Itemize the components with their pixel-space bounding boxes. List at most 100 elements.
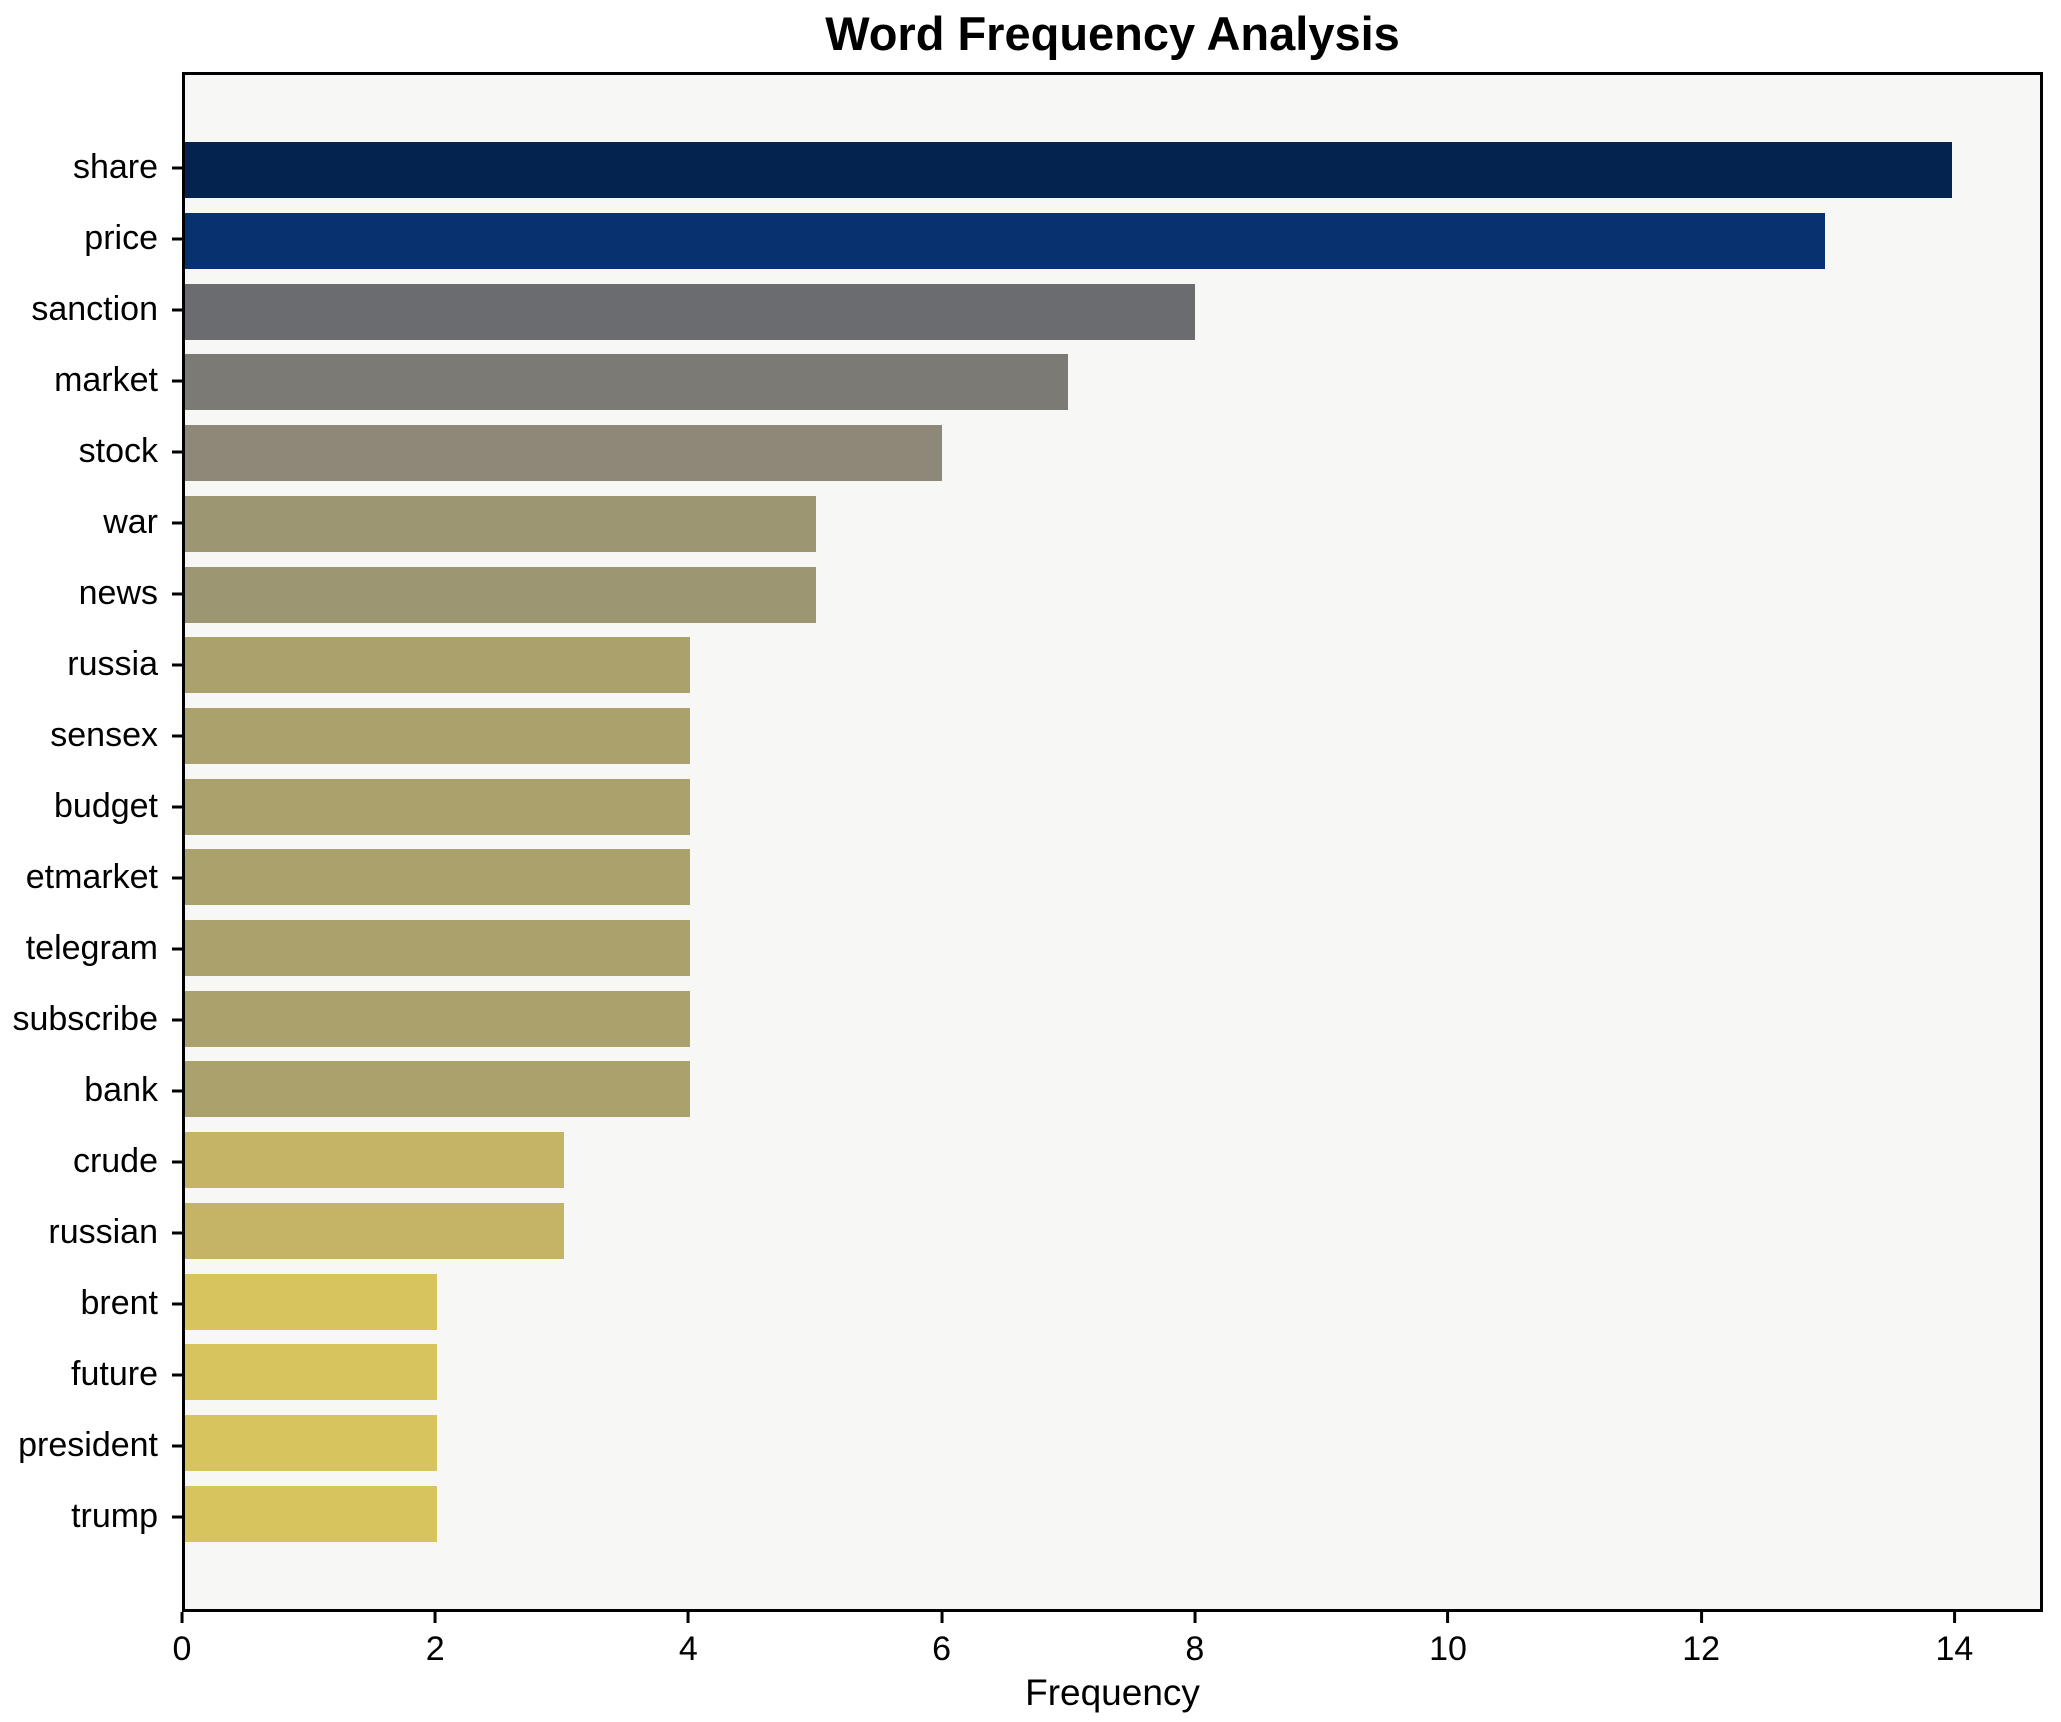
y-tick-row-subscribe: subscribe	[0, 984, 182, 1055]
y-tick-label-president: president	[18, 1426, 158, 1464]
x-tick-14: 14	[1935, 1612, 1973, 1669]
bar-row-sensex	[185, 701, 2040, 772]
y-tick-row-share: share	[0, 132, 182, 203]
y-tick-row-war: war	[0, 487, 182, 558]
bar-row-market	[185, 347, 2040, 418]
bar-crude	[185, 1132, 564, 1189]
y-tick-label-sanction: sanction	[31, 290, 158, 328]
bars-container	[185, 75, 2040, 1609]
bar-row-sanction	[185, 276, 2040, 347]
x-tick-mark	[940, 1612, 944, 1623]
bar-row-price	[185, 206, 2040, 277]
y-tick-mark	[172, 1515, 182, 1518]
x-tick-label-0: 0	[172, 1630, 192, 1668]
bar-row-trump	[185, 1478, 2040, 1549]
x-tick-mark	[1193, 1612, 1197, 1623]
bar-trump	[185, 1485, 438, 1542]
bar-bank	[185, 1061, 690, 1118]
bar-stock	[185, 425, 943, 482]
x-tick-label-6: 6	[932, 1630, 952, 1668]
x-tick-label-10: 10	[1429, 1630, 1467, 1668]
bar-russian	[185, 1202, 564, 1259]
y-tick-label-budget: budget	[54, 787, 158, 825]
y-tick-mark	[172, 1018, 182, 1021]
y-tick-mark	[172, 166, 182, 169]
y-tick-row-trump: trump	[0, 1481, 182, 1552]
y-tick-label-russian: russian	[48, 1213, 158, 1251]
bar-budget	[185, 778, 690, 835]
y-tick-mark	[172, 734, 182, 737]
bar-sensex	[185, 707, 690, 764]
x-tick-10: 10	[1429, 1612, 1467, 1669]
y-tick-label-telegram: telegram	[25, 929, 158, 967]
x-tick-label-14: 14	[1935, 1630, 1974, 1668]
y-tick-label-brent: brent	[80, 1284, 159, 1322]
y-tick-row-sanction: sanction	[0, 274, 182, 345]
y-tick-mark	[172, 237, 182, 240]
bar-row-subscribe	[185, 983, 2040, 1054]
chart-title: Word Frequency Analysis	[825, 7, 1400, 60]
y-tick-mark	[172, 876, 182, 879]
y-tick-row-future: future	[0, 1339, 182, 1410]
y-tick-mark	[172, 450, 182, 453]
bar-future	[185, 1344, 438, 1401]
x-tick-label-8: 8	[1185, 1630, 1205, 1668]
bar-war	[185, 495, 816, 552]
y-tick-label-etmarket: etmarket	[25, 858, 158, 896]
y-tick-label-price: price	[84, 219, 158, 257]
x-tick-4: 4	[679, 1612, 698, 1669]
bar-row-brent	[185, 1266, 2040, 1337]
y-tick-label-war: war	[103, 503, 158, 541]
y-tick-row-news: news	[0, 558, 182, 629]
bar-etmarket	[185, 849, 690, 906]
bar-price	[185, 213, 1826, 270]
y-tick-label-sensex: sensex	[50, 716, 158, 754]
y-tick-mark	[172, 1231, 182, 1234]
y-tick-label-market: market	[54, 361, 158, 399]
y-tick-mark	[172, 1444, 182, 1447]
y-tick-label-russia: russia	[67, 645, 158, 683]
bar-row-crude	[185, 1125, 2040, 1196]
bar-president	[185, 1415, 438, 1471]
x-tick-mark	[433, 1612, 437, 1623]
y-tick-row-budget: budget	[0, 771, 182, 842]
y-tick-label-trump: trump	[71, 1497, 158, 1535]
bar-market	[185, 354, 1069, 411]
bar-row-war	[185, 489, 2040, 560]
x-tick-label-12: 12	[1682, 1630, 1721, 1668]
bar-sanction	[185, 283, 1195, 340]
bar-row-bank	[185, 1054, 2040, 1125]
x-tick-mark	[1952, 1612, 1956, 1623]
x-axis: 0 2 4 6 8 10 12 14	[173, 1612, 2043, 1682]
x-tick-label-4: 4	[678, 1630, 698, 1668]
x-tick-12: 12	[1682, 1612, 1720, 1669]
bar-row-future	[185, 1337, 2040, 1408]
x-tick-mark	[1699, 1612, 1703, 1623]
y-tick-row-sensex: sensex	[0, 700, 182, 771]
bar-row-russia	[185, 630, 2040, 701]
bar-row-telegram	[185, 913, 2040, 984]
bar-row-stock	[185, 418, 2040, 489]
y-tick-label-share: share	[72, 148, 158, 186]
y-tick-row-stock: stock	[0, 416, 182, 487]
bar-row-news	[185, 559, 2040, 630]
y-tick-row-market: market	[0, 345, 182, 416]
bar-row-share	[185, 135, 2040, 206]
y-tick-mark	[172, 947, 182, 950]
y-tick-mark	[172, 1089, 182, 1092]
x-tick-mark	[180, 1612, 184, 1623]
y-tick-row-etmarket: etmarket	[0, 842, 182, 913]
y-tick-row-bank: bank	[0, 1055, 182, 1126]
bar-subscribe	[185, 990, 690, 1047]
y-tick-label-crude: crude	[72, 1142, 158, 1180]
y-tick-row-president: president	[0, 1410, 182, 1481]
y-tick-row-price: price	[0, 203, 182, 274]
y-tick-row-telegram: telegram	[0, 913, 182, 984]
y-tick-mark	[172, 1160, 182, 1163]
y-tick-mark	[172, 592, 182, 595]
x-tick-8: 8	[1185, 1612, 1204, 1669]
bar-brent	[185, 1273, 438, 1330]
y-tick-label-stock: stock	[78, 432, 158, 470]
y-tick-mark	[172, 308, 182, 311]
